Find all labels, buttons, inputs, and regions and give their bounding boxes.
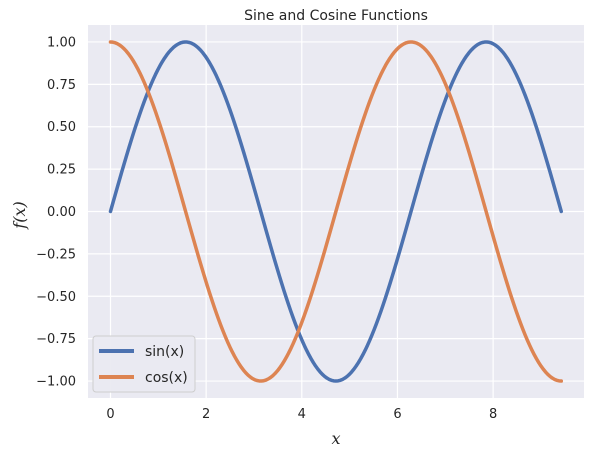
sin-series-line: [108, 40, 564, 383]
x-tick-label: 8: [489, 407, 497, 422]
series-lines: [108, 40, 564, 383]
y-tick-label: −0.50: [36, 290, 76, 305]
legend-label-cos: cos(x): [145, 370, 188, 386]
x-tick-label: 0: [106, 407, 114, 422]
y-tick-label: 1.00: [47, 35, 76, 50]
chart-title: Sine and Cosine Functions: [244, 8, 428, 24]
legend-label-sin: sin(x): [145, 344, 184, 360]
y-tick-label: 0.25: [47, 163, 76, 178]
x-tick-label: 6: [393, 407, 401, 422]
x-tick-label: 4: [298, 407, 306, 422]
legend: sin(x) cos(x): [92, 335, 196, 393]
y-tick-label: 0.00: [47, 205, 76, 220]
y-axis-label: f(x): [10, 201, 29, 229]
x-tick-label: 2: [202, 407, 210, 422]
y-tick-label: −0.75: [36, 332, 76, 347]
tick-labels: 0 2 4 6 8 1.00 0.75 0.50 0.25 0.00 −0.25 −0.50 −0.75…: [36, 35, 497, 422]
y-tick-label: −0.25: [36, 247, 76, 262]
y-tick-label: −1.00: [36, 375, 76, 390]
x-axis-label: x: [331, 429, 340, 448]
cos-series-line: [108, 40, 564, 383]
y-tick-label: 0.50: [47, 120, 76, 135]
y-tick-label: 0.75: [47, 78, 76, 93]
